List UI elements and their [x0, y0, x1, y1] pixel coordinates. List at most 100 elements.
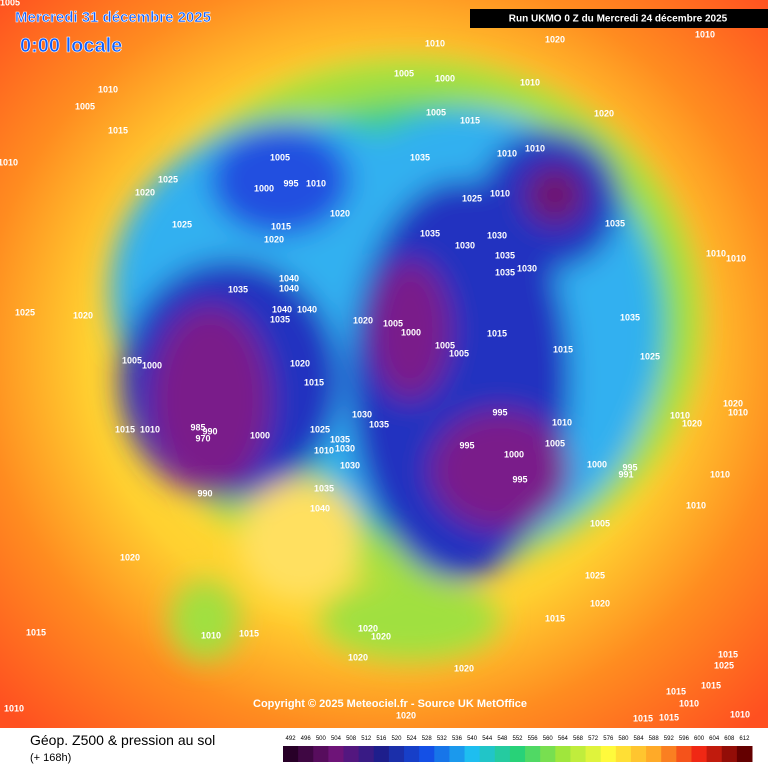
scale-label: 608: [724, 736, 735, 742]
pressure-label: 1035: [314, 483, 334, 493]
pressure-label: 1040: [279, 273, 299, 283]
pressure-label: 995: [459, 440, 474, 450]
pressure-label: 1010: [670, 410, 690, 420]
pressure-label: 1025: [310, 424, 330, 434]
scale-swatch: [615, 746, 632, 762]
pressure-label: 1020: [290, 358, 310, 368]
scale-swatch: [540, 746, 556, 762]
pressure-label: 1015: [271, 221, 291, 231]
pressure-label: 1020: [594, 108, 614, 118]
scale-label: 564: [558, 736, 569, 742]
pressure-label: 1010: [679, 698, 699, 708]
scale-swatch: [298, 746, 314, 762]
scale-label: 560: [543, 736, 554, 742]
scale-swatch: [525, 746, 541, 762]
pressure-label: 991: [618, 469, 633, 479]
pressure-label: 1030: [517, 263, 537, 273]
pressure-label: 1035: [420, 228, 440, 238]
pressure-label: 1015: [666, 686, 686, 696]
pressure-label: 1000: [250, 430, 270, 440]
scale-swatch: [600, 746, 617, 762]
scale-label: 536: [452, 736, 463, 742]
scale-swatch: [313, 746, 329, 762]
scale-label: 596: [679, 736, 690, 742]
scale-label: 512: [361, 736, 372, 742]
scale-label: 604: [709, 736, 720, 742]
pressure-label: 1035: [495, 267, 515, 277]
pressure-label: 1010: [730, 709, 750, 719]
pressure-label: 985: [190, 422, 205, 432]
pressure-label: 1000: [504, 449, 524, 459]
pressure-label: 1015: [553, 344, 573, 354]
footer-title: Géop. Z500 & pression au sol: [30, 732, 215, 748]
pressure-label: 1010: [726, 253, 746, 263]
scale-swatch: [283, 746, 299, 762]
pressure-label: 1035: [605, 218, 625, 228]
pressure-label: 1035: [270, 314, 290, 324]
pressure-label: 1010: [314, 445, 334, 455]
scale-swatch: [676, 746, 692, 762]
scale-label: 552: [512, 736, 523, 742]
pressure-label: 1030: [335, 443, 355, 453]
pressure-label: 1010: [710, 469, 730, 479]
pressure-label: 1020: [454, 663, 474, 673]
pressure-label: 1020: [723, 398, 743, 408]
pressure-label: 1040: [279, 283, 299, 293]
map-title: Mercredi 31 décembre 2025: [15, 9, 211, 26]
pressure-label: 1005: [545, 438, 565, 448]
map-subtitle: 0:00 locale: [20, 35, 122, 57]
pressure-label: 1025: [714, 660, 734, 670]
pressure-label: 1010: [520, 77, 540, 87]
pressure-label: 995: [622, 462, 637, 472]
pressure-label: 1030: [340, 460, 360, 470]
pressure-label: 1035: [620, 312, 640, 322]
pressure-label: 1015: [460, 115, 480, 125]
pressure-label: 1025: [585, 570, 605, 580]
pressure-label: 1005: [426, 107, 446, 117]
scale-swatch: [509, 746, 526, 762]
scale-swatch: [494, 746, 511, 762]
height-field: [110, 60, 700, 660]
pressure-label: 990: [197, 488, 212, 498]
pressure-label: 1005: [590, 518, 610, 528]
pressure-label: 1005: [0, 0, 20, 7]
pressure-label: 1015: [487, 328, 507, 338]
scale-label: 544: [482, 736, 493, 742]
scale-label: 524: [407, 736, 418, 742]
pressure-label: 1020: [330, 208, 350, 218]
pressure-label: 1015: [115, 424, 135, 434]
pressure-label: 1015: [239, 628, 259, 638]
pressure-label: 1010: [425, 38, 445, 48]
scale-label: 612: [739, 736, 750, 742]
run-label: Run UKMO 0 Z du Mercredi 24 décembre 202…: [509, 14, 728, 25]
scale-swatch: [419, 746, 435, 762]
pressure-label: 1015: [633, 713, 653, 723]
pressure-label: 1020: [135, 187, 155, 197]
scale-label: 580: [618, 736, 629, 742]
pressure-label: 1020: [396, 710, 416, 720]
pressure-label: 1010: [98, 84, 118, 94]
pressure-label: 1015: [108, 125, 128, 135]
scale-swatch: [736, 746, 753, 762]
pressure-label: 1010: [686, 500, 706, 510]
pressure-label: 1020: [348, 652, 368, 662]
scale-swatch: [661, 746, 677, 762]
pressure-label: 1040: [297, 304, 317, 314]
pressure-label: 1005: [394, 68, 414, 78]
scale-label: 516: [376, 736, 387, 742]
pressure-label: 1015: [304, 377, 324, 387]
pressure-label: 1030: [487, 230, 507, 240]
scale-label: 540: [467, 736, 478, 742]
pressure-label: 1010: [497, 148, 517, 158]
pressure-label: 1010: [201, 630, 221, 640]
scale-swatch: [373, 746, 390, 762]
scale-label: 520: [391, 736, 402, 742]
pressure-label: 1035: [369, 419, 389, 429]
pressure-label: 1020: [120, 552, 140, 562]
pressure-label: 1015: [659, 712, 679, 722]
pressure-label: 1000: [435, 73, 455, 83]
pressure-label: 1010: [728, 407, 748, 417]
footer-lead: (+ 168h): [30, 752, 71, 764]
